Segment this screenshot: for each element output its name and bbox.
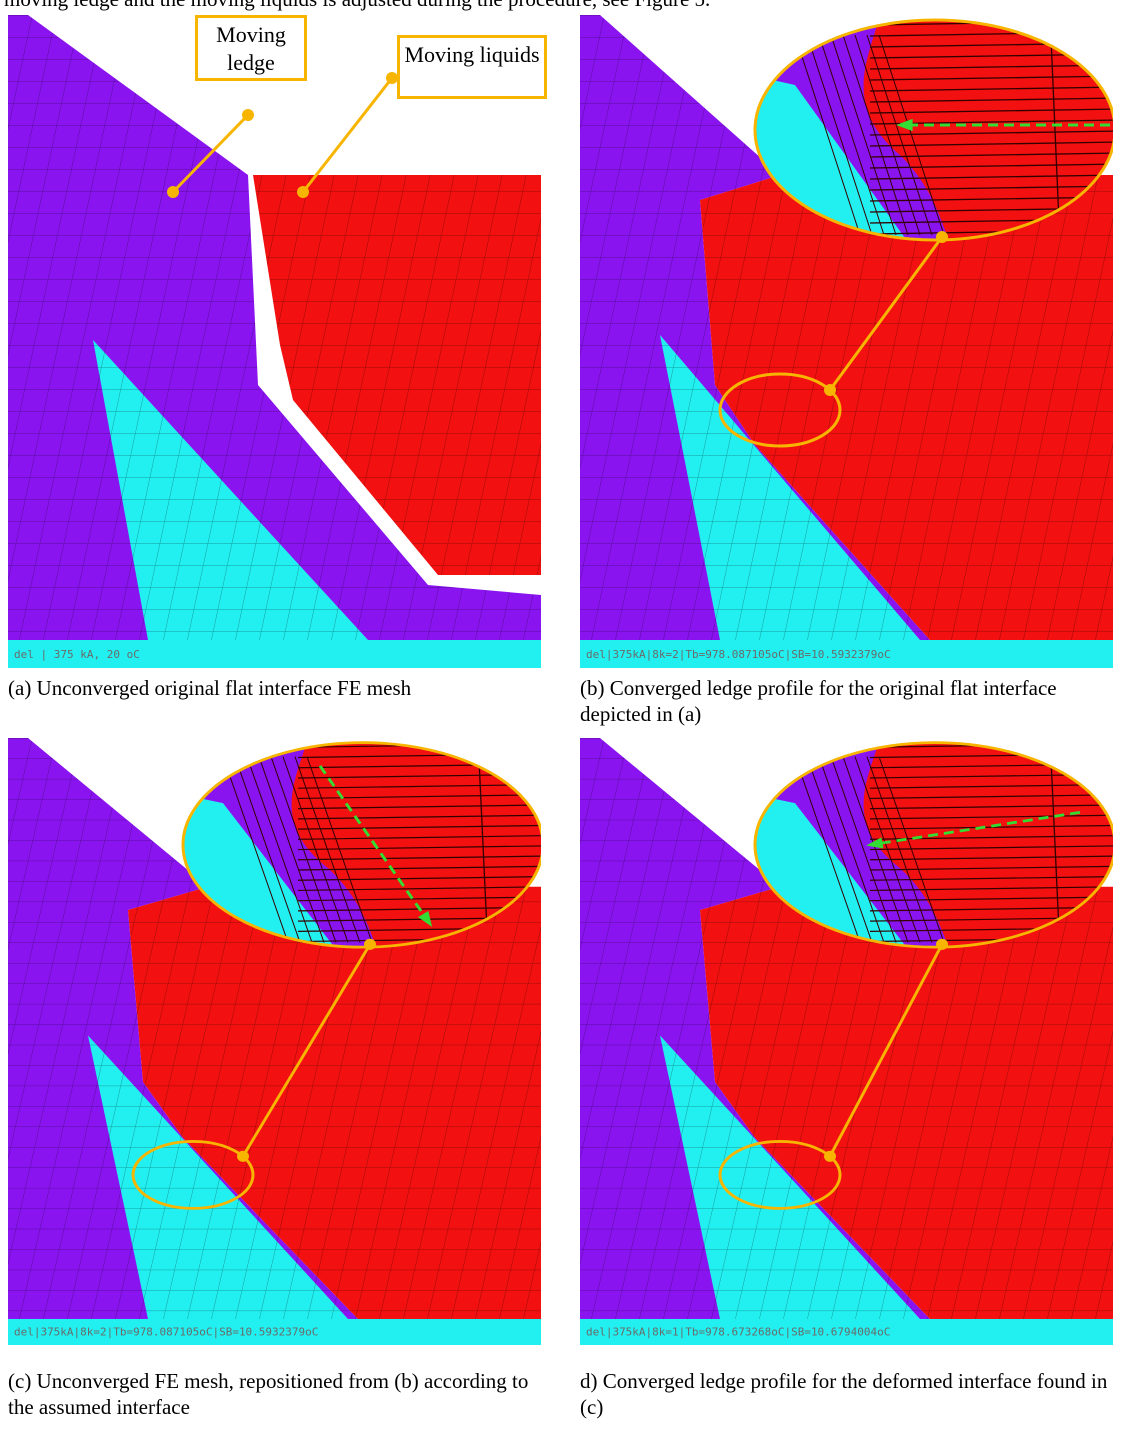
panel: del|375kA|8k=2|Tb=978.087105oC|SB=10.593…	[8, 738, 541, 1345]
header-text: moving ledge and the moving liquids is a…	[4, 0, 710, 12]
page: moving ledge and the moving liquids is a…	[0, 0, 1121, 1443]
caption: (c) Unconverged FE mesh, repositioned fr…	[8, 1368, 548, 1420]
fe-mesh-image: del|375kA|8k=1|Tb=978.673268oC|SB=10.679…	[580, 738, 1113, 1345]
status-text: del|375kA|8k=2|Tb=978.087105oC|SB=10.593…	[586, 648, 891, 661]
connector-dot	[936, 231, 948, 243]
caption: (a) Unconverged original flat interface …	[8, 675, 548, 701]
caption: (b) Converged ledge profile for the orig…	[580, 675, 1120, 727]
connector	[303, 78, 392, 192]
connector-dot	[824, 1151, 836, 1162]
fe-mesh-image: del|375kA|8k=2|Tb=978.087105oC|SB=10.593…	[580, 15, 1113, 668]
connector-dot	[237, 1151, 249, 1162]
connector-dot	[297, 186, 309, 198]
mesh-overlay	[8, 15, 541, 640]
label-box: Moving liquids	[397, 35, 547, 99]
status-text: del|375kA|8k=2|Tb=978.087105oC|SB=10.593…	[14, 1326, 318, 1339]
status-text: del | 375 kA, 20 oC	[14, 648, 140, 661]
panel: del|375kA|8k=2|Tb=978.087105oC|SB=10.593…	[580, 15, 1113, 668]
connector-dot	[824, 384, 836, 396]
panel: del|375kA|8k=1|Tb=978.673268oC|SB=10.679…	[580, 738, 1113, 1345]
status-text: del|375kA|8k=1|Tb=978.673268oC|SB=10.679…	[586, 1326, 890, 1339]
label-box: Moving ledge	[195, 15, 307, 81]
connector-dot	[936, 939, 948, 950]
connector-dot	[242, 109, 254, 121]
caption: d) Converged ledge profile for the defor…	[580, 1368, 1120, 1420]
fe-mesh-image: del | 375 kA, 20 oC	[8, 15, 541, 668]
connector-dot	[167, 186, 179, 198]
fe-mesh-image: del|375kA|8k=2|Tb=978.087105oC|SB=10.593…	[8, 738, 541, 1345]
connector-dot	[364, 939, 376, 950]
